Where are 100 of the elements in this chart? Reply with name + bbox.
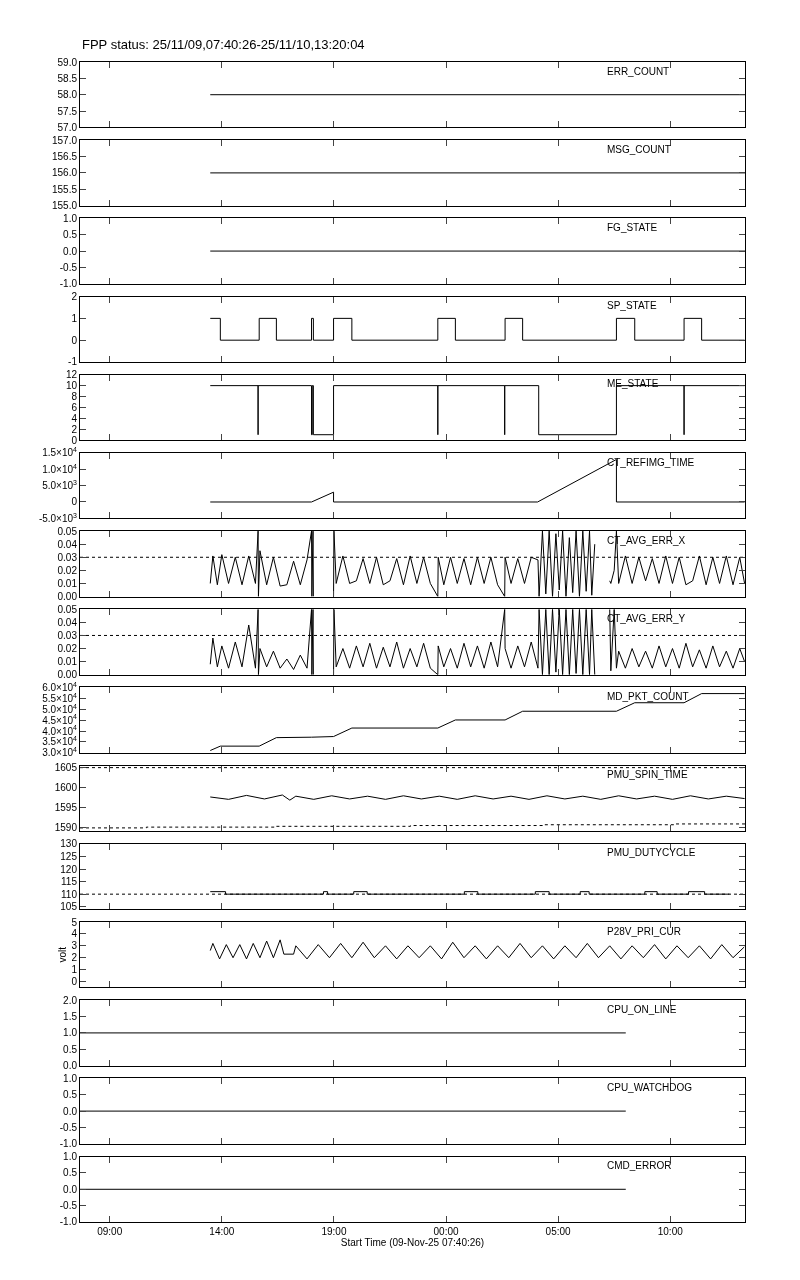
y-tick-label: 4.0×10$^{4}$ bbox=[42, 724, 78, 737]
y-tick-label: 0.5 bbox=[63, 229, 78, 241]
y-tick-label: 0.0 bbox=[63, 1105, 78, 1117]
x-tick-label: 05:00 bbox=[545, 1226, 572, 1237]
y-tick-label: 0.02 bbox=[57, 643, 78, 655]
y-tick-label: 156.0 bbox=[51, 167, 78, 179]
y-tick-label: 1.5×10$^{4}$ bbox=[42, 446, 78, 459]
y-tick-label: 0.01 bbox=[57, 577, 78, 589]
y-tick-label: -0.5 bbox=[59, 1200, 78, 1212]
y-tick-label: 2 bbox=[71, 423, 78, 435]
y-tick-label: 0.5 bbox=[63, 1043, 78, 1055]
series-label: PMU_SPIN_TIME bbox=[607, 769, 688, 780]
y-tick-label: 4 bbox=[71, 928, 78, 940]
y-tick-label: 10 bbox=[65, 380, 78, 392]
x-tick-label: 10:00 bbox=[657, 1226, 684, 1237]
y-tick-label: 1605 bbox=[54, 762, 78, 774]
y-tick-label: 157.0 bbox=[51, 134, 78, 146]
y-tick-label: 59.0 bbox=[57, 56, 78, 68]
y-tick-label: 1 bbox=[71, 312, 78, 324]
y-tick-label: 0.03 bbox=[57, 629, 78, 641]
y-tick-label: 0.0 bbox=[63, 245, 78, 257]
y-tick-label: 4.5×10$^{4}$ bbox=[42, 713, 78, 726]
x-tick-label: 09:00 bbox=[97, 1226, 123, 1237]
y-tick-label: 12 bbox=[65, 369, 78, 381]
y-tick-label: 0.05 bbox=[57, 603, 78, 615]
y-tick-label: 125 bbox=[60, 850, 78, 862]
y-tick-label: 1 bbox=[71, 964, 78, 976]
series-label: CPU_WATCHDOG bbox=[607, 1082, 693, 1093]
y-tick-label: -5.0×10$^{3}$ bbox=[38, 511, 78, 524]
x-axis-title: Start Time (09-Nov-25 07:40:26) bbox=[340, 1237, 485, 1248]
y-tick-label: 0.0 bbox=[63, 1060, 78, 1072]
y-tick-label: 4 bbox=[71, 412, 78, 424]
y-tick-label: -0.5 bbox=[59, 261, 78, 273]
y-tick-label: 0.04 bbox=[57, 538, 78, 550]
y-tick-label: 0.00 bbox=[57, 669, 78, 681]
text: PMU_DUTYCYCLE bbox=[607, 847, 696, 858]
y-tick-label: 110 bbox=[61, 888, 78, 900]
y-tick-label: 1.0 bbox=[63, 1072, 78, 1084]
y-tick-label: 0.05 bbox=[57, 525, 78, 537]
y-tick-label: 58.5 bbox=[57, 72, 78, 84]
y-tick-label: 5.0×10$^{4}$ bbox=[42, 702, 78, 715]
y-tick-label: 5.5×10$^{4}$ bbox=[42, 691, 78, 704]
y-tick-label: 130 bbox=[60, 838, 78, 850]
y-tick-label: 1.0 bbox=[63, 1027, 78, 1039]
y-tick-label: -0.5 bbox=[59, 1121, 78, 1133]
y-tick-label: 1.0 bbox=[63, 1151, 78, 1163]
y-tick-label: 57.0 bbox=[57, 121, 78, 133]
y-tick-label: 0 bbox=[71, 334, 78, 346]
y-tick-label: 6 bbox=[71, 401, 78, 413]
y-tick-label: 120 bbox=[60, 863, 78, 875]
y-tick-label: 5.0×10$^{3}$ bbox=[42, 478, 78, 492]
series-label: CPU_ON_LINE bbox=[607, 1004, 677, 1015]
y-tick-label: 155.5 bbox=[51, 183, 78, 195]
y-tick-label: 3.5×10$^{4}$ bbox=[42, 735, 78, 748]
y-tick-label: 58.0 bbox=[57, 89, 78, 101]
y-tick-label: 2 bbox=[71, 291, 78, 303]
y-tick-label: 0 bbox=[71, 976, 78, 987]
series-label: P28V_PRI_CUR bbox=[607, 926, 681, 937]
y-tick-label: 1595 bbox=[54, 801, 78, 813]
y-tick-label: 0.04 bbox=[57, 616, 78, 628]
y-tick-label: 115 bbox=[61, 876, 78, 888]
y-tick-label: 0.5 bbox=[63, 1167, 78, 1179]
y-tick-label: 0.5 bbox=[63, 1089, 78, 1101]
series-label: CMD_ERROR bbox=[607, 1160, 672, 1171]
y-tick-label: 3 bbox=[71, 940, 78, 952]
y-tick-label: 5 bbox=[71, 916, 78, 928]
y-tick-label: 0.02 bbox=[57, 564, 78, 576]
y-tick-label: 1.5 bbox=[63, 1011, 78, 1023]
series-label: MSG_COUNT bbox=[607, 144, 671, 155]
y-tick-label: 1600 bbox=[54, 781, 78, 793]
y-tick-label: 2.0 bbox=[63, 994, 78, 1006]
y-tick-label: -1.0 bbox=[59, 1216, 78, 1228]
y-tick-label: 1.0×10$^{4}$ bbox=[42, 462, 78, 475]
y-tick-label: 6.0×10$^{4}$ bbox=[42, 680, 78, 693]
y-tick-label: 155.0 bbox=[51, 200, 78, 212]
series-label: MD_PKT_COUNT bbox=[607, 691, 689, 702]
y-tick-label: 1590 bbox=[54, 821, 78, 833]
y-tick-label: -1.0 bbox=[59, 1138, 78, 1150]
x-tick-label: 00:00 bbox=[433, 1226, 459, 1237]
y-tick-label: 3.0×10$^{4}$ bbox=[42, 746, 78, 759]
y-tick-label: 0.01 bbox=[57, 656, 78, 668]
y-tick-label: 2 bbox=[71, 952, 78, 964]
x-tick-label: 19:00 bbox=[321, 1226, 347, 1237]
y-tick-label: 0.03 bbox=[57, 551, 78, 563]
y-tick-label: 0 bbox=[71, 496, 78, 508]
y-tick-label: 156.5 bbox=[51, 151, 78, 163]
y-tick-label: 0.00 bbox=[57, 591, 78, 603]
y-tick-label: 0 bbox=[71, 434, 78, 446]
y-axis-title: volt bbox=[57, 946, 69, 963]
y-tick-label: -1 bbox=[68, 356, 78, 368]
y-tick-label: 105 bbox=[60, 901, 78, 913]
x-tick-label: 14:00 bbox=[209, 1226, 235, 1237]
y-tick-label: 8 bbox=[71, 391, 78, 403]
y-tick-label: 1.0 bbox=[63, 212, 78, 224]
y-tick-label: -1.0 bbox=[59, 278, 78, 290]
series-label: SP_STATE bbox=[607, 300, 657, 311]
y-tick-label: 57.5 bbox=[57, 105, 78, 117]
y-tick-label: 0.0 bbox=[63, 1183, 78, 1195]
series-label: FG_STATE bbox=[607, 222, 658, 233]
series-label: ERR_COUNT bbox=[607, 66, 670, 77]
